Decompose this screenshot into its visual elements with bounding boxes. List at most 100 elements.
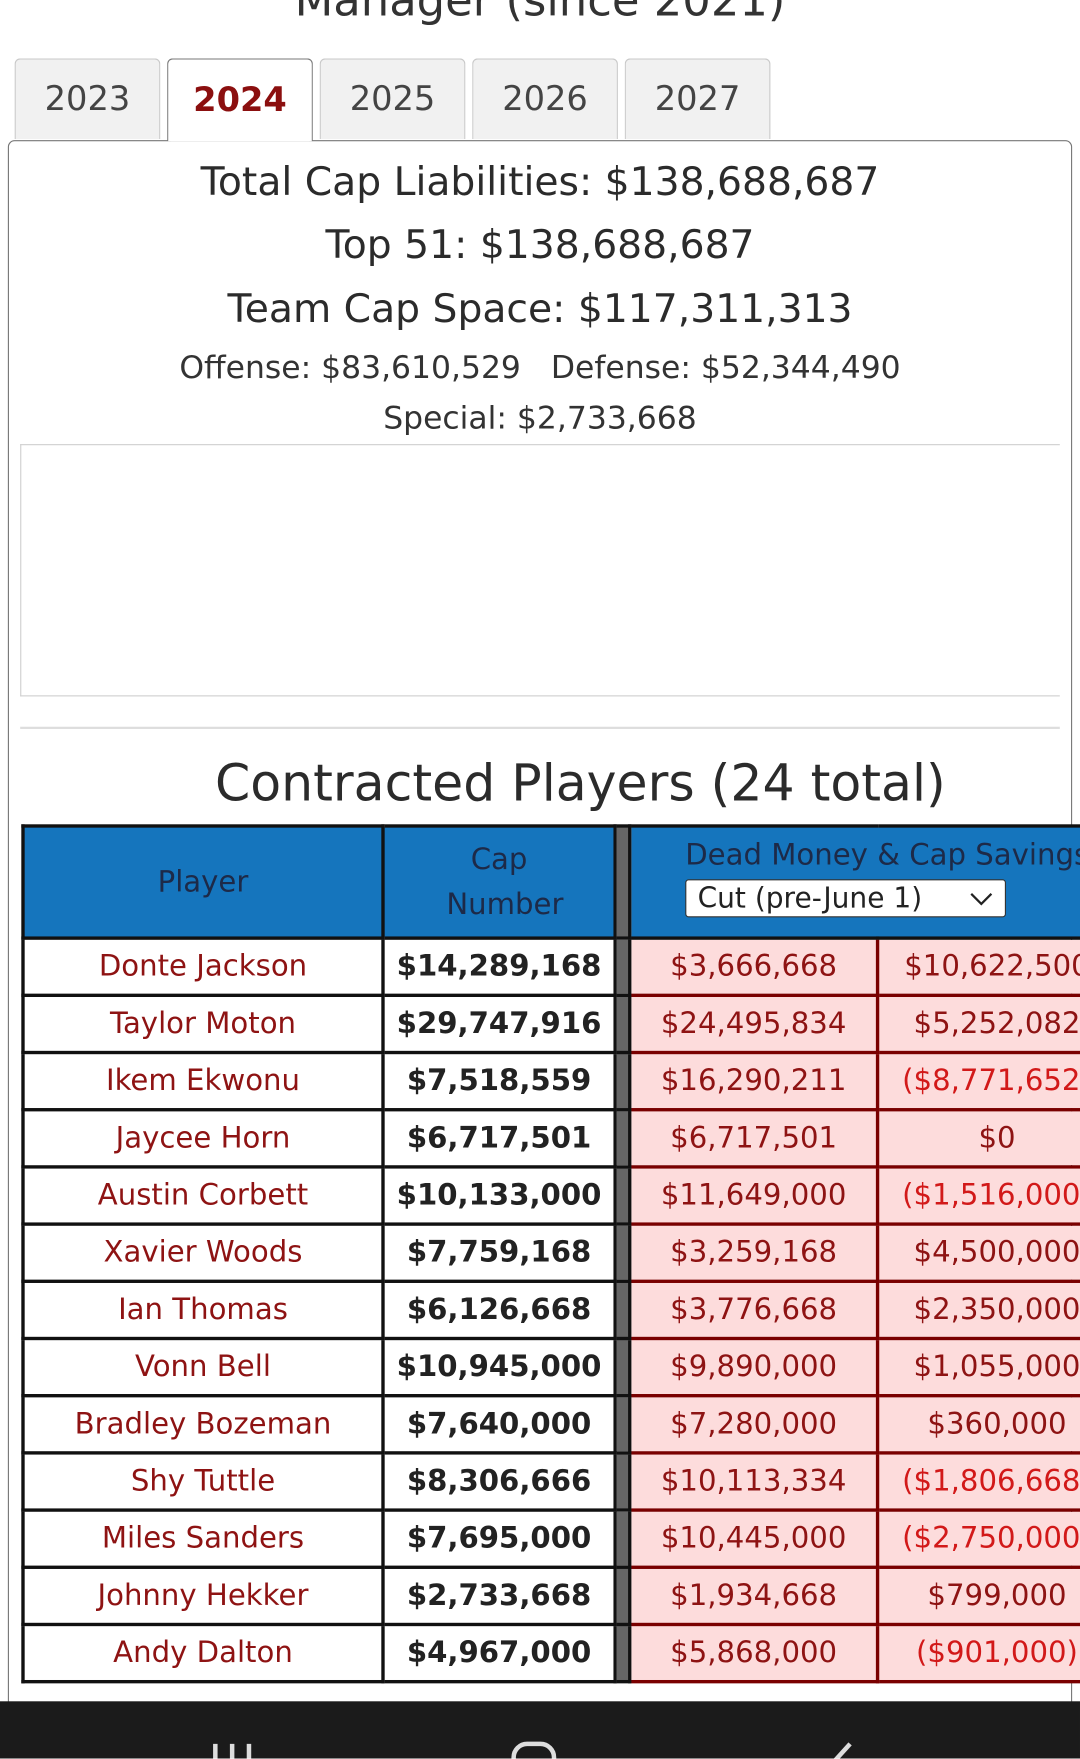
- cap-number: $14,289,168: [381, 936, 617, 998]
- cap-savings: ($1,516,000): [875, 1165, 1080, 1226]
- player-name[interactable]: Donte Jackson: [21, 936, 385, 998]
- separator: [613, 1394, 632, 1455]
- player-row: Ikem Ekwonu $7,518,559 $16,290,211 ($8,771,…: [21, 1050, 1080, 1112]
- system-nav-bar: [0, 1701, 1080, 1759]
- player-name[interactable]: Xavier Woods: [21, 1222, 385, 1283]
- dead-money: $24,495,834: [628, 993, 880, 1055]
- separator: [613, 1050, 632, 1112]
- year-tab[interactable]: 2027: [624, 58, 771, 140]
- year-tab[interactable]: 2025: [319, 58, 466, 140]
- cap-number: $2,733,668: [381, 1565, 617, 1627]
- cap-savings: ($1,806,668): [875, 1451, 1080, 1512]
- chart-area: [20, 444, 1060, 697]
- cut-select[interactable]: Cut (pre-June 1): [685, 879, 1006, 918]
- dead-money-header: Dead Money & Cap Savings: [685, 838, 1080, 873]
- page-title: Manager (since 2021): [294, 0, 786, 27]
- cap-number: $6,717,501: [381, 1108, 617, 1169]
- player-name[interactable]: Ikem Ekwonu: [21, 1050, 385, 1112]
- separator: [613, 1451, 632, 1512]
- player-name[interactable]: Vonn Bell: [21, 1336, 385, 1398]
- player-row: Ian Thomas $6,126,668 $3,776,668 $2,350,000: [21, 1279, 1080, 1341]
- player-row: Donte Jackson $14,289,168 $3,666,668 $10,62…: [21, 936, 1080, 998]
- cap-savings: $0: [875, 1108, 1080, 1169]
- year-tab[interactable]: 2023: [14, 58, 161, 140]
- unit-breakdown: Offense: $83,610,529 Defense: $52,344,49…: [0, 349, 1080, 386]
- dead-money: $9,890,000: [628, 1336, 880, 1398]
- separator: [613, 1108, 632, 1169]
- dead-money: $10,113,334: [628, 1451, 880, 1512]
- separator: [613, 1222, 632, 1283]
- offense: Offense: $83,610,529: [179, 348, 521, 386]
- dead-money: $16,290,211: [628, 1050, 880, 1112]
- cap-savings: ($901,000): [875, 1622, 1080, 1684]
- dead-money: $3,776,668: [628, 1279, 880, 1341]
- col-header: Dead Money & Cap Savings Cut (pre-June 1…: [628, 824, 1080, 940]
- separator: [613, 936, 632, 998]
- divider: [20, 726, 1060, 729]
- year-tab[interactable]: 2024: [167, 58, 313, 142]
- player-row: Austin Corbett $10,133,000 $11,649,000 ($1,…: [21, 1165, 1080, 1226]
- player-name[interactable]: Johnny Hekker: [21, 1565, 385, 1627]
- cut-option: Cut (pre-June 1): [697, 881, 923, 915]
- player-row: Shy Tuttle $8,306,666 $10,113,334 ($1,806,6…: [21, 1451, 1080, 1512]
- player-row: Miles Sanders $7,695,000 $10,445,000 ($2,75…: [21, 1508, 1080, 1569]
- player-row: Andy Dalton $4,967,000 $5,868,000 ($901,000…: [21, 1622, 1080, 1684]
- player-name[interactable]: Andy Dalton: [21, 1622, 385, 1684]
- cap-savings: ($8,771,652): [875, 1050, 1080, 1112]
- cap-number: $7,695,000: [381, 1508, 617, 1569]
- separator: [613, 1565, 632, 1627]
- dead-money: $10,445,000: [628, 1508, 880, 1569]
- dropdown-arrow: [970, 893, 993, 906]
- year-tabs: 2023 2024 2025 2026 2027: [14, 58, 771, 142]
- cap-savings: $4,500,000: [875, 1222, 1080, 1283]
- col-header[interactable]: Player: [21, 824, 385, 940]
- cap-number: $29,747,916: [381, 993, 617, 1055]
- cap-number: $10,133,000: [381, 1165, 617, 1226]
- year-tab[interactable]: 2026: [472, 58, 618, 140]
- col-header[interactable]: Cap Number: [381, 824, 617, 940]
- defense: Defense: $52,344,490: [550, 348, 901, 386]
- cap-savings: $1,055,000: [875, 1336, 1080, 1398]
- cap-number: $6,126,668: [381, 1279, 617, 1341]
- cap-number: $4,967,000: [381, 1622, 617, 1684]
- player-name[interactable]: Taylor Moton: [21, 993, 385, 1055]
- player-row: Xavier Woods $7,759,168 $3,259,168 $4,500,0…: [21, 1222, 1080, 1283]
- cap-space: Team Cap Space: $117,311,313: [227, 287, 853, 332]
- total-liabilities: Total Cap Liabilities: $138,688,687: [200, 160, 880, 206]
- nav-icons: [213, 1741, 852, 1759]
- special: Special: $2,733,668: [383, 399, 697, 437]
- table-title: Contracted Players (24 total): [215, 753, 946, 814]
- dead-money: $5,868,000: [628, 1622, 880, 1684]
- cap-number: $8,306,666: [381, 1451, 617, 1512]
- player-name[interactable]: Shy Tuttle: [21, 1451, 385, 1512]
- cap-savings: ($2,750,000): [875, 1508, 1080, 1569]
- player-name[interactable]: Jaycee Horn: [21, 1108, 385, 1169]
- separator: [613, 1508, 632, 1569]
- player-row: Bradley Bozeman $7,640,000 $7,280,000 $360,…: [21, 1394, 1080, 1455]
- player-row: Taylor Moton $29,747,916 $24,495,834 $5,252…: [21, 993, 1080, 1055]
- player-name[interactable]: Bradley Bozeman: [21, 1394, 385, 1455]
- player-row: Jaycee Horn $6,717,501 $6,717,501 $0: [21, 1108, 1080, 1169]
- cap-savings: $799,000: [875, 1565, 1080, 1627]
- cap-savings: $2,350,000: [875, 1279, 1080, 1341]
- dead-money: $11,649,000: [628, 1165, 880, 1226]
- cap-savings: $360,000: [875, 1394, 1080, 1455]
- player-row: Johnny Hekker $2,733,668 $1,934,668 $799,00…: [21, 1565, 1080, 1627]
- dead-money: $6,717,501: [628, 1108, 880, 1169]
- cap-number: $7,759,168: [381, 1222, 617, 1283]
- dead-money: $3,259,168: [628, 1222, 880, 1283]
- separator: [613, 824, 632, 940]
- player-name[interactable]: Austin Corbett: [21, 1165, 385, 1226]
- separator: [613, 1279, 632, 1341]
- cap-number: $10,945,000: [381, 1336, 617, 1398]
- cap-number: $7,640,000: [381, 1394, 617, 1455]
- player-name[interactable]: Miles Sanders: [21, 1508, 385, 1569]
- separator: [613, 1336, 632, 1398]
- player-name[interactable]: Ian Thomas: [21, 1279, 385, 1341]
- dead-money: $1,934,668: [628, 1565, 880, 1627]
- cap-savings: $5,252,082: [875, 993, 1080, 1055]
- separator: [613, 993, 632, 1055]
- dead-money: $3,666,668: [628, 936, 880, 998]
- separator: [613, 1622, 632, 1684]
